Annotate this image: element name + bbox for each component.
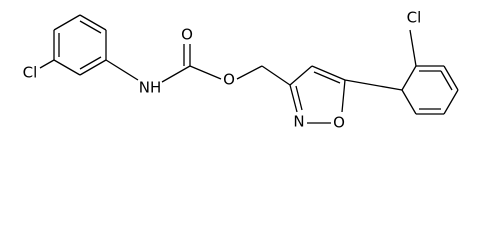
structure: Cl NH O O N O Cl [23, 9, 459, 132]
atom-label: NH [139, 79, 162, 97]
atom-label: O [223, 71, 235, 89]
atom-label: N [293, 113, 304, 131]
atom-label: O [181, 26, 193, 44]
bonds [39, 14, 459, 124]
atom-label: Cl [23, 64, 38, 82]
atom-label: Cl [407, 9, 422, 27]
atom-label: O [333, 114, 345, 132]
